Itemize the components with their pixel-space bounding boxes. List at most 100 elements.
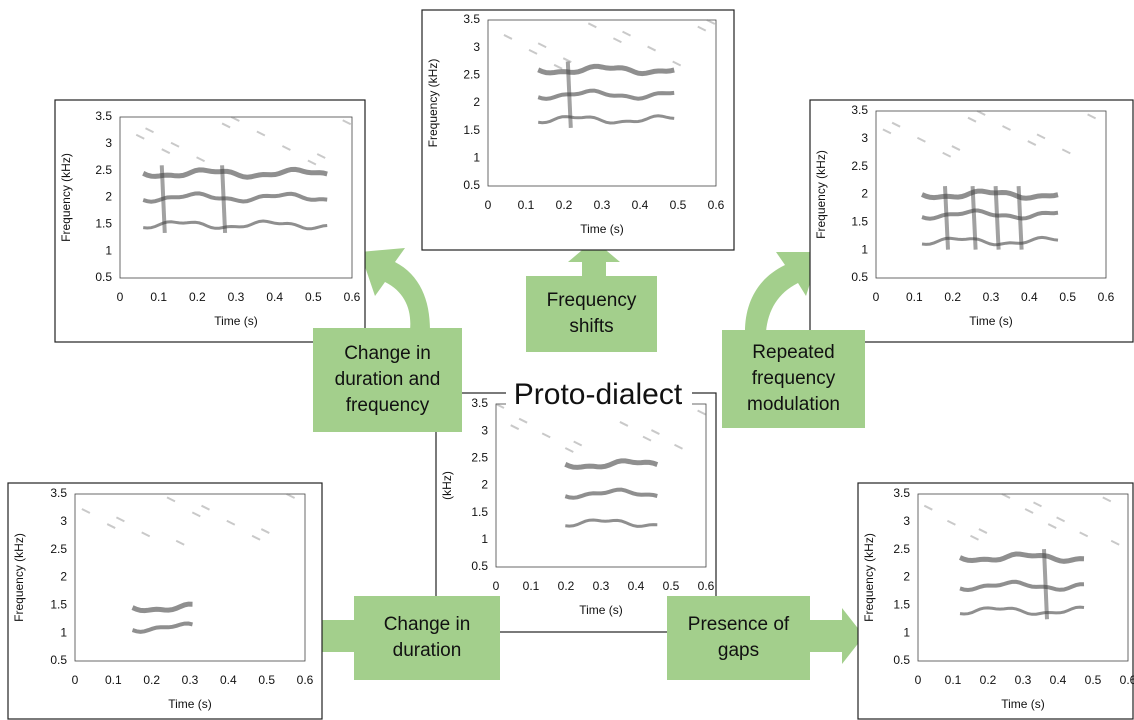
spectrogram-band bbox=[131, 621, 193, 634]
x-tick-label: 0.3 bbox=[983, 290, 1000, 304]
y-axis-label: Frequency (kHz) bbox=[814, 150, 828, 239]
y-tick-label: 3 bbox=[481, 423, 488, 437]
x-tick-label: 0.6 bbox=[1120, 673, 1134, 687]
noise bbox=[587, 22, 597, 29]
noise bbox=[191, 511, 201, 518]
noise bbox=[882, 128, 892, 135]
label-text: duration bbox=[393, 640, 462, 661]
y-tick-label: 1.5 bbox=[893, 598, 910, 612]
y-tick-label: 2 bbox=[861, 187, 868, 201]
y-tick-label: 3.5 bbox=[463, 12, 480, 26]
panel-frame bbox=[421, 9, 735, 251]
label-box bbox=[313, 328, 462, 432]
y-tick-label: 3.5 bbox=[851, 103, 868, 117]
x-tick-label: 0.2 bbox=[558, 579, 575, 593]
x-tick-label: 0.2 bbox=[980, 673, 997, 687]
noise bbox=[115, 516, 125, 523]
x-tick-label: 0.6 bbox=[1098, 290, 1115, 304]
noise bbox=[946, 519, 956, 526]
noise bbox=[1002, 125, 1011, 131]
noise bbox=[196, 156, 206, 163]
y-tick-label: 0.5 bbox=[851, 270, 868, 284]
label-text: frequency bbox=[752, 368, 836, 389]
panel-frame bbox=[809, 99, 1134, 343]
title-bg bbox=[506, 378, 692, 412]
y-tick-label: 1 bbox=[861, 242, 868, 256]
panels: 3.5 3 2.5 2 1.5 1 0.5 0 0.1 0.2 0.3 0.4 0.5 0.6 (kHz) T… bbox=[7, 9, 1134, 720]
noise bbox=[1056, 516, 1066, 523]
y-tick-label: 3 bbox=[861, 131, 868, 145]
y-axis-label: Frequency (kHz) bbox=[59, 153, 73, 242]
noise bbox=[951, 145, 961, 151]
y-tick-label: 3.5 bbox=[893, 486, 910, 500]
spectrogram-band bbox=[537, 88, 675, 101]
y-tick-label: 1 bbox=[60, 625, 67, 639]
x-tick-label: 0.5 bbox=[1085, 673, 1102, 687]
noise bbox=[316, 153, 326, 159]
y-tick-label: 1 bbox=[473, 151, 480, 165]
x-tick-label: 0.5 bbox=[305, 290, 322, 304]
x-tick-label: 0.2 bbox=[143, 673, 160, 687]
noise bbox=[230, 116, 240, 122]
x-tick-label: 0.5 bbox=[258, 673, 275, 687]
noise bbox=[226, 519, 236, 526]
spectrogram-panel: 3.5 3 2.5 2 1.5 1 0.5 0 0.1 0.2 0.3 0.4 0.5 0.6 (kHz) T… bbox=[435, 392, 717, 633]
arrow bbox=[745, 252, 820, 332]
x-tick-label: 0.1 bbox=[945, 673, 962, 687]
x-tick-label: 0.3 bbox=[594, 198, 611, 212]
noise bbox=[175, 539, 185, 546]
x-tick-label: 0.4 bbox=[632, 198, 649, 212]
x-tick-label: 0.4 bbox=[266, 290, 283, 304]
noise bbox=[672, 60, 682, 67]
y-tick-label: 2.5 bbox=[95, 163, 112, 177]
noise bbox=[307, 159, 317, 166]
x-tick-label: 0.5 bbox=[1059, 290, 1076, 304]
spectrogram-stroke bbox=[1042, 549, 1049, 620]
noise bbox=[166, 496, 176, 503]
spectrogram-stroke bbox=[159, 165, 167, 234]
y-tick-label: 1 bbox=[481, 532, 488, 546]
x-tick-label: 0.1 bbox=[523, 579, 540, 593]
y-tick-label: 3 bbox=[60, 514, 67, 528]
noise bbox=[967, 116, 977, 123]
panel-frame bbox=[857, 482, 1134, 720]
x-axis-label: Time (s) bbox=[969, 314, 1013, 328]
x-tick-label: 0.6 bbox=[297, 673, 314, 687]
noise bbox=[706, 19, 716, 25]
panel-frame bbox=[7, 482, 323, 720]
y-tick-label: 2.5 bbox=[463, 68, 480, 82]
label-text: frequency bbox=[346, 395, 430, 416]
x-tick-label: 0.1 bbox=[105, 673, 122, 687]
noise bbox=[510, 424, 520, 431]
x-tick-label: 0 bbox=[493, 579, 500, 593]
label-box bbox=[354, 596, 500, 680]
noise bbox=[81, 508, 91, 514]
noise bbox=[1036, 133, 1046, 140]
noise bbox=[251, 534, 261, 541]
y-tick-label: 3.5 bbox=[50, 486, 67, 500]
y-tick-label: 2.5 bbox=[893, 542, 910, 556]
x-tick-label: 0.1 bbox=[906, 290, 923, 304]
spectrogram-panel: 3.5 3 2.5 2 1.5 1 0.5 0 0.1 0.2 0.3 0.4 0.5 0.6 Freque… bbox=[857, 482, 1134, 720]
x-tick-label: 0.2 bbox=[189, 290, 206, 304]
plot-area bbox=[487, 19, 717, 187]
x-axis-label: Time (s) bbox=[580, 222, 624, 236]
spectrogram-stroke bbox=[993, 186, 1001, 250]
noise bbox=[161, 148, 171, 155]
spectrogram-band bbox=[537, 63, 675, 77]
y-tick-label: 3 bbox=[105, 136, 112, 150]
y-tick-label: 3.5 bbox=[471, 396, 488, 410]
noise bbox=[1061, 148, 1071, 155]
y-tick-label: 3 bbox=[473, 40, 480, 54]
plot-area bbox=[119, 116, 353, 279]
noise bbox=[978, 528, 988, 534]
noise bbox=[260, 528, 270, 534]
noise bbox=[106, 523, 116, 529]
y-axis-label: Frequency (kHz) bbox=[862, 533, 876, 622]
noise bbox=[541, 432, 551, 439]
y-tick-label: 2 bbox=[60, 570, 67, 584]
noise bbox=[342, 119, 352, 126]
spectrogram-stroke bbox=[943, 186, 950, 250]
label-boxes: Change in duration and frequency Frequency s… bbox=[313, 276, 865, 680]
spectrogram-band bbox=[564, 487, 658, 500]
